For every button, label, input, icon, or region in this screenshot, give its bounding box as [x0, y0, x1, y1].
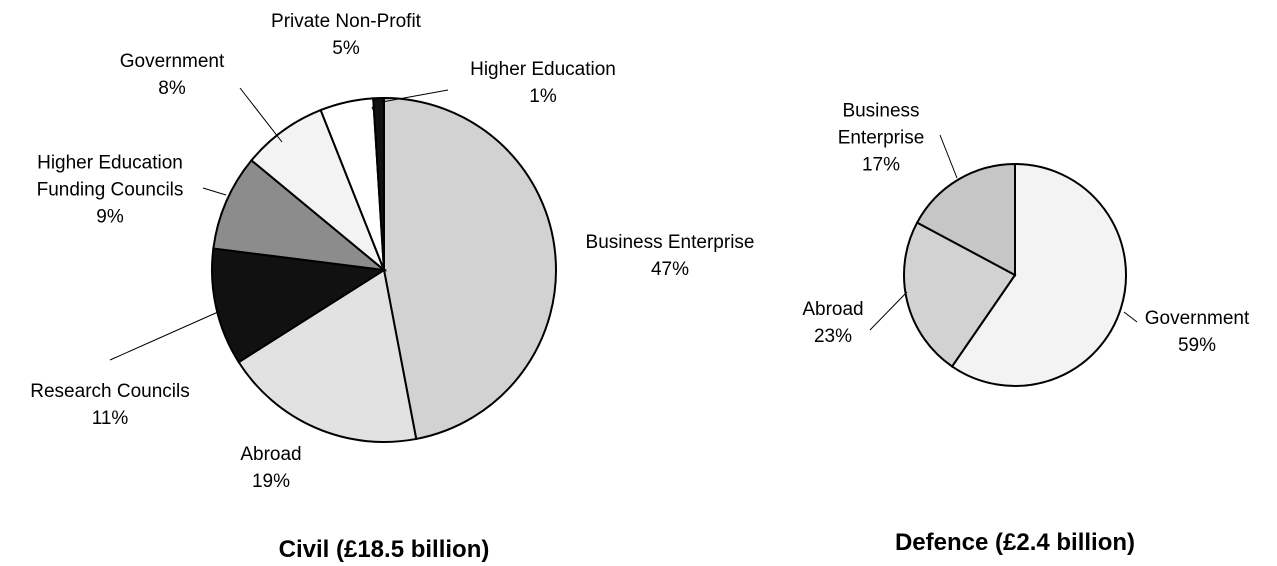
value-label: 17%: [861, 154, 901, 176]
slice-label: Research Councils 11%: [30, 378, 189, 432]
slice-label: Higher Education Funding Councils 9%: [10, 150, 210, 231]
pie-slice: [950, 162, 1127, 387]
category-label: Private Non-Profit: [271, 11, 421, 32]
value-label: 5%: [332, 38, 360, 59]
category-label: Government: [1144, 308, 1250, 329]
value-label: 59%: [1177, 335, 1217, 356]
category-label: Abroad: [240, 444, 302, 465]
category-label: Higher Education: [470, 59, 616, 80]
value-label: 1%: [529, 86, 557, 107]
pie-slice: [212, 158, 388, 272]
value-label: 8%: [158, 78, 186, 99]
slice-label: Abroad 19%: [240, 441, 301, 495]
slice-label: Private Non-Profit 5%: [271, 8, 421, 62]
chart-title: Defence (£2.4 billion): [894, 529, 1136, 556]
slice-label: Abroad 23%: [802, 296, 863, 350]
category-label: Higher Education Funding Councils: [36, 152, 184, 201]
pie-slice: [372, 96, 385, 271]
category-label: Government: [119, 51, 225, 72]
leader-line: [202, 187, 227, 196]
slice-label: Higher Education 1%: [470, 56, 616, 110]
slice-label: Government 8%: [120, 48, 225, 102]
chart-title: Civil (£18.5 billion): [278, 536, 490, 563]
leader-line: [381, 89, 449, 103]
pie-slice: [903, 221, 1017, 368]
slice-label: Government 59%: [1145, 305, 1250, 359]
leader-line: [239, 87, 283, 143]
category-label: Abroad: [802, 299, 864, 320]
pie-slice: [237, 268, 418, 443]
value-label: 9%: [96, 206, 124, 228]
leader-line: [109, 311, 219, 361]
leader-line: [939, 134, 958, 179]
slice-label: Business Enterprise 47%: [586, 229, 755, 283]
value-label: 19%: [251, 471, 291, 492]
value-label: 23%: [813, 326, 853, 347]
leader-line: [869, 291, 908, 331]
value-label: 47%: [650, 259, 690, 280]
slice-label: Business Enterprise 17%: [816, 98, 946, 179]
pie-slice: [915, 162, 1016, 277]
category-label: Research Councils: [30, 381, 190, 402]
category-label: Business Enterprise: [585, 232, 755, 253]
leader-line: [1123, 311, 1138, 323]
value-label: 11%: [91, 408, 129, 429]
category-label: Business Enterprise: [837, 100, 925, 149]
pie-slice: [211, 247, 387, 364]
pie-slice: [383, 96, 557, 441]
